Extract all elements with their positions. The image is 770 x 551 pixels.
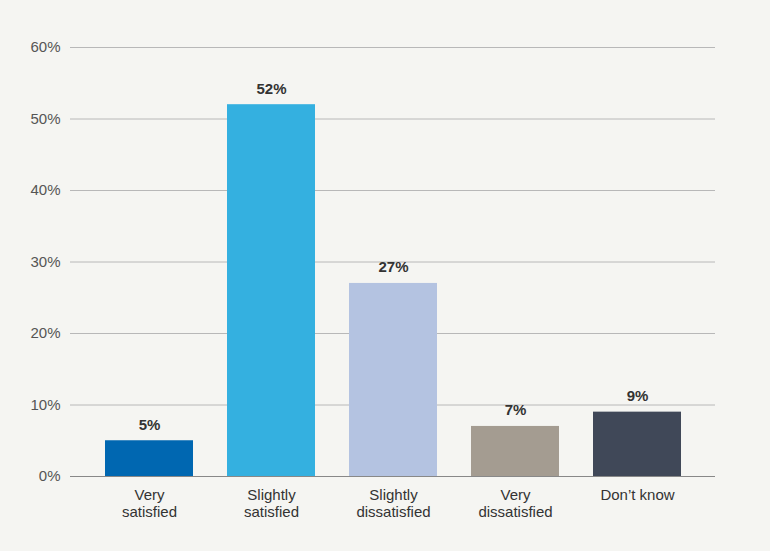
- svg-text:Don’t know: Don’t know: [600, 486, 674, 503]
- svg-text:5%: 5%: [139, 416, 161, 433]
- svg-text:Slightlysatisfied: Slightlysatisfied: [244, 486, 299, 519]
- svg-text:27%: 27%: [378, 258, 408, 275]
- svg-text:20%: 20%: [30, 324, 60, 341]
- svg-text:10%: 10%: [30, 396, 60, 413]
- svg-text:30%: 30%: [30, 253, 60, 270]
- svg-text:40%: 40%: [30, 181, 60, 198]
- svg-text:9%: 9%: [627, 387, 649, 404]
- svg-text:Verydissatisfied: Verydissatisfied: [478, 486, 552, 519]
- svg-text:7%: 7%: [505, 401, 527, 418]
- svg-text:Verysatisfied: Verysatisfied: [122, 486, 177, 519]
- svg-text:Slightlydissatisfied: Slightlydissatisfied: [356, 486, 430, 519]
- svg-text:0%: 0%: [39, 467, 61, 484]
- svg-text:50%: 50%: [30, 110, 60, 127]
- svg-text:52%: 52%: [256, 80, 286, 97]
- svg-text:60%: 60%: [30, 38, 60, 55]
